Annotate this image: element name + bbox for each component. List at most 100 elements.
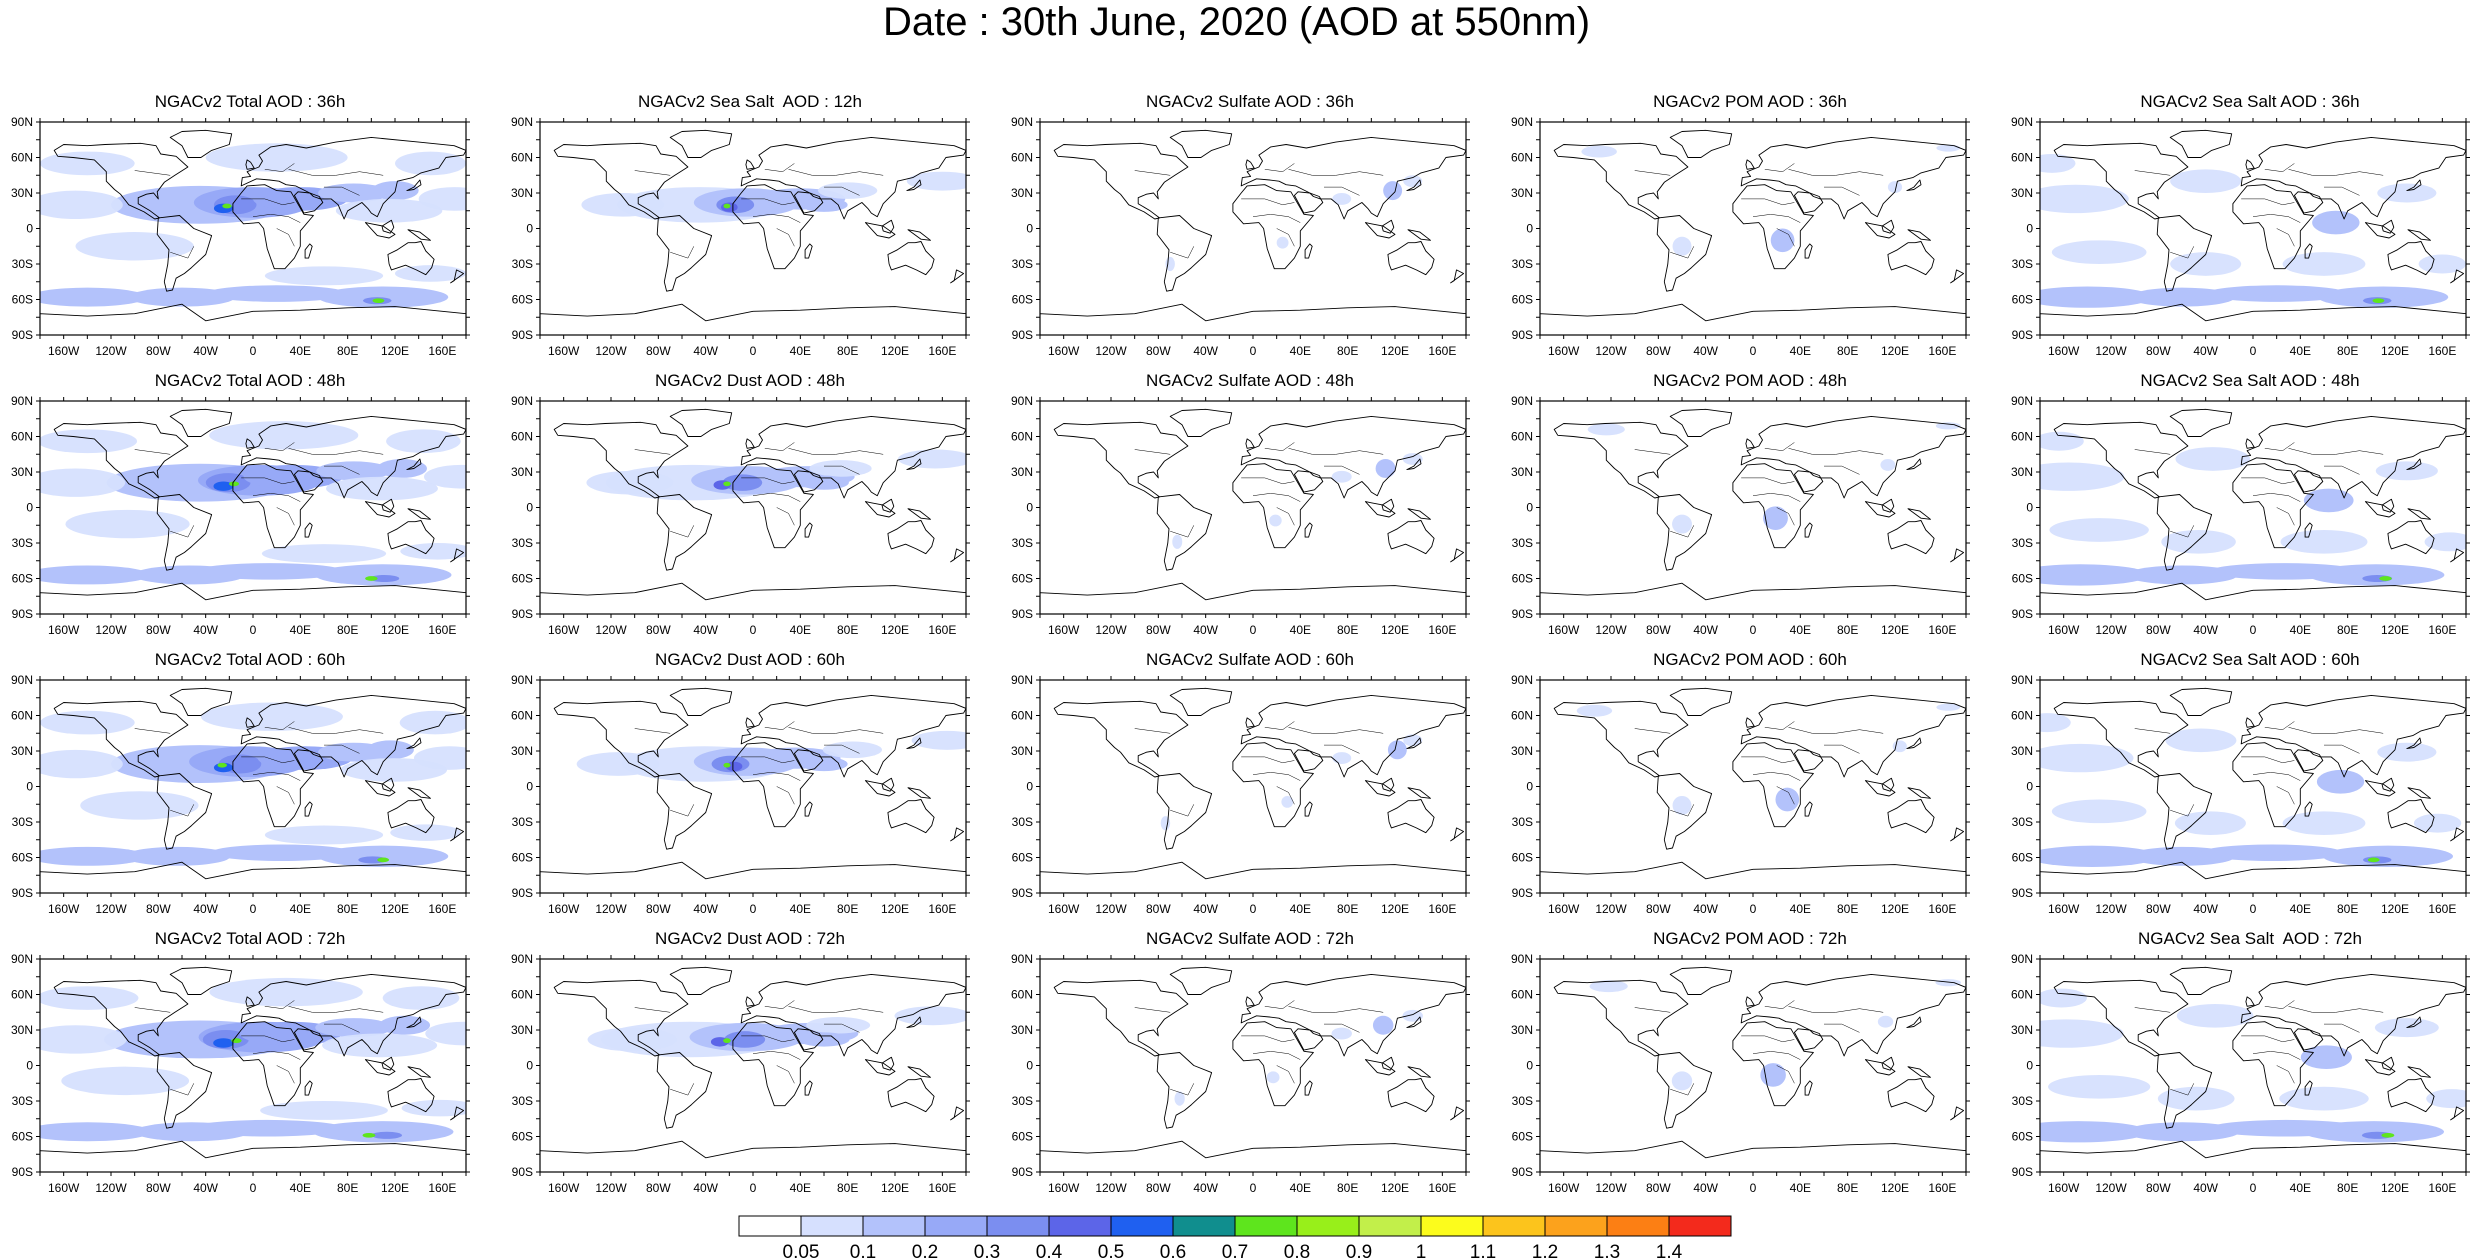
coastline-africa xyxy=(1232,742,1314,828)
aod-contour xyxy=(798,1032,850,1047)
map-sulfate-r3: 90N 60N 30N 0 30S 60S 90S 160W 120W 80W 40W 0 40E 80E… xyxy=(1011,673,1470,916)
country-border xyxy=(2134,728,2171,734)
coastline-new-zealand xyxy=(2450,827,2465,842)
aod-contour xyxy=(2367,857,2380,863)
lat-tick-label: 90N xyxy=(2011,673,2033,687)
aod-contour xyxy=(2165,728,2237,753)
country-border xyxy=(1276,786,1295,805)
lat-tick-label: 0 xyxy=(1026,501,1033,515)
country-border xyxy=(2252,214,2301,223)
lon-tick-label: 120E xyxy=(1881,623,1909,637)
coastline-madagascar xyxy=(1304,522,1313,538)
lon-tick-label: 0 xyxy=(750,902,757,916)
lon-tick-label: 40W xyxy=(1693,344,1718,358)
tick-marks xyxy=(2036,955,2470,1176)
aod-contour xyxy=(2040,184,2129,214)
lat-tick-label: 30S xyxy=(1512,815,1533,829)
coastline-greenland xyxy=(2169,408,2233,437)
coastline-europe-asia xyxy=(1740,694,1966,778)
country-border xyxy=(2252,1051,2301,1060)
map-panel: NGACv2 Total AOD : 48h 90N 60N 30N 0 30S 60S 90… xyxy=(0,371,500,637)
tick-marks xyxy=(2036,118,2470,339)
map-dust-r4: 90N 60N 30N 0 30S 60S 90S 160W 120W 80W 40W 0 40E 80E… xyxy=(511,952,970,1195)
country-border xyxy=(1241,1035,1295,1043)
coastline-north-america xyxy=(1053,142,1189,220)
lon-tick-label: 40E xyxy=(2290,902,2311,916)
map-panel: NGACv2 Dust AOD : 48h 90N 60N 30N 0 30S 60S 90S… xyxy=(500,371,1000,637)
coastline-greenland xyxy=(2169,966,2233,995)
country-border xyxy=(170,246,195,259)
map-sulfate-r1: 90N 60N 30N 0 30S 60S 90S 160W 120W 80W 40W 0 40E 80E… xyxy=(1011,115,1470,358)
coastline-antarctica xyxy=(1540,582,1966,614)
aod-contour xyxy=(2048,1074,2151,1099)
coastline-borneo xyxy=(381,219,395,234)
coastline-new-zealand xyxy=(950,1106,965,1121)
lon-tick-label: 160W xyxy=(1048,344,1080,358)
coastline-indonesia xyxy=(864,501,896,518)
coastline-australia xyxy=(887,799,935,834)
country-border xyxy=(634,1007,671,1013)
aod-contour xyxy=(1935,979,1962,987)
country-border xyxy=(764,721,795,730)
coastline-south-america xyxy=(156,494,213,571)
lat-tick-label: 90S xyxy=(12,328,33,342)
coastline-madagascar xyxy=(1804,522,1813,538)
panel-title: NGACv2 Dust AOD : 60h xyxy=(655,650,845,669)
coastline-new-zealand xyxy=(1450,548,1465,563)
country-border xyxy=(670,1083,695,1096)
country-border xyxy=(1764,1000,1795,1009)
aod-contour xyxy=(205,143,348,172)
country-border xyxy=(741,477,795,485)
lon-tick-label: 120W xyxy=(2095,623,2127,637)
country-border xyxy=(241,477,295,485)
tick-marks xyxy=(1536,118,1970,339)
lat-tick-label: 90S xyxy=(12,1165,33,1179)
country-border xyxy=(776,507,795,526)
country-border xyxy=(741,1035,795,1043)
lat-tick-label: 30N xyxy=(511,744,533,758)
aod-contour xyxy=(2040,286,2153,308)
coastline-japan xyxy=(406,1016,422,1029)
lon-tick-label: 40E xyxy=(790,902,811,916)
lon-tick-label: 120E xyxy=(381,1181,409,1195)
coastline-europe-asia xyxy=(1240,694,1466,778)
aod-contour xyxy=(2316,769,2365,794)
lat-tick-label: 30S xyxy=(2012,257,2033,271)
coastline-australia xyxy=(387,520,435,555)
coastline-africa xyxy=(232,463,314,549)
country-border xyxy=(2134,1007,2171,1013)
coastline-greenland xyxy=(669,966,733,995)
country-border xyxy=(134,1007,171,1013)
country-border xyxy=(2324,1023,2360,1033)
coastline-uk xyxy=(1245,438,1255,449)
aod-contour xyxy=(1172,534,1183,549)
coastline-greenland xyxy=(1669,966,1733,995)
country-border xyxy=(2276,507,2295,526)
country-border xyxy=(2134,170,2171,176)
aod-contour xyxy=(2040,462,2125,491)
lon-tick-label: 0 xyxy=(250,902,257,916)
aod-contour xyxy=(723,762,731,768)
aod-contour xyxy=(1375,458,1396,478)
coastline-africa xyxy=(1732,184,1814,270)
colorbar-swatch xyxy=(1420,1215,1484,1237)
lat-tick-label: 30N xyxy=(511,186,533,200)
coastline-new-zealand xyxy=(950,827,965,842)
country-border xyxy=(824,744,860,754)
aod-contour xyxy=(264,825,384,845)
lat-tick-label: 30S xyxy=(12,1094,33,1108)
aod-contour xyxy=(401,1099,466,1117)
country-border xyxy=(252,1051,301,1060)
country-border xyxy=(1324,465,1360,475)
coastline-indonesia xyxy=(1364,222,1396,239)
lat-tick-label: 30S xyxy=(512,536,533,550)
country-border xyxy=(1324,186,1360,196)
coastline-south-america xyxy=(156,215,213,292)
country-border xyxy=(634,728,671,734)
country-border xyxy=(1764,442,1795,451)
country-border xyxy=(788,1006,884,1013)
aod-contour xyxy=(1372,1015,1394,1035)
aod-contour xyxy=(2040,431,2084,451)
country-border xyxy=(1276,507,1295,526)
lon-tick-label: 160W xyxy=(48,623,80,637)
